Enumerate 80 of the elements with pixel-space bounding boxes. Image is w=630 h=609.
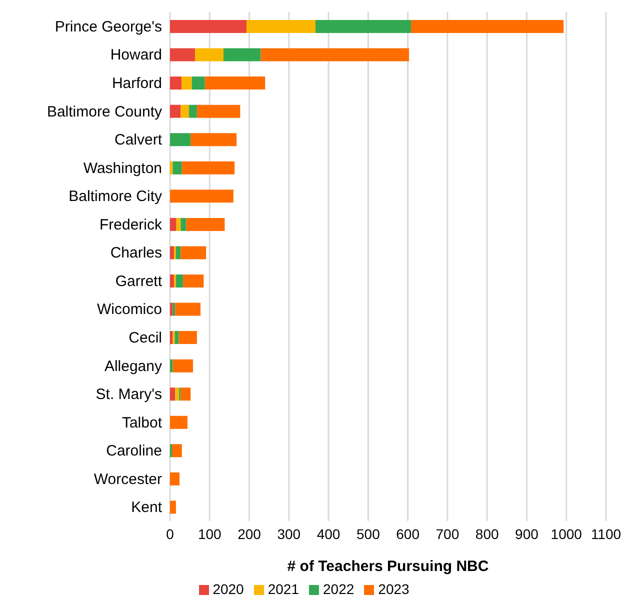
bar bbox=[182, 161, 235, 174]
y-tick-label: Baltimore City bbox=[68, 188, 162, 206]
bar bbox=[204, 76, 266, 90]
x-tick-label: 100 bbox=[198, 526, 222, 542]
x-tick-label: 0 bbox=[166, 526, 174, 542]
x-tick-label: 500 bbox=[356, 526, 380, 542]
bar bbox=[170, 359, 173, 372]
legend-label: 2021 bbox=[268, 581, 299, 597]
bar bbox=[224, 48, 261, 62]
bar bbox=[170, 274, 174, 288]
bar bbox=[186, 218, 225, 231]
bar bbox=[170, 190, 234, 203]
bar bbox=[172, 359, 193, 372]
x-tick-label: 400 bbox=[316, 526, 340, 542]
bar bbox=[196, 104, 240, 118]
bar bbox=[170, 416, 188, 429]
y-tick-label: Wicomico bbox=[96, 301, 162, 318]
bar bbox=[181, 76, 192, 90]
y-tick-label: Cecil bbox=[128, 330, 162, 347]
legend-label: 2023 bbox=[378, 581, 410, 597]
bar bbox=[170, 472, 180, 486]
bar bbox=[190, 133, 237, 146]
y-tick-label: Talbot bbox=[122, 414, 163, 432]
y-tick-label: Harford bbox=[112, 75, 162, 92]
bar bbox=[172, 444, 182, 458]
y-tick-label: Frederick bbox=[99, 216, 162, 234]
bar bbox=[189, 104, 197, 118]
bar bbox=[170, 500, 176, 514]
bar bbox=[180, 246, 206, 260]
y-tick-label: Worcester bbox=[94, 470, 162, 488]
bar bbox=[170, 331, 173, 344]
x-tick-label: 600 bbox=[396, 526, 420, 542]
bar bbox=[170, 218, 176, 231]
bar bbox=[194, 48, 224, 62]
bar bbox=[170, 302, 173, 316]
bar bbox=[170, 104, 181, 118]
y-tick-label: Washington bbox=[83, 160, 162, 177]
bar bbox=[170, 246, 174, 260]
bar bbox=[170, 161, 173, 174]
legend-label: 2020 bbox=[212, 581, 244, 597]
bar bbox=[172, 161, 182, 174]
x-tick-label: 1100 bbox=[590, 526, 622, 542]
bar bbox=[170, 133, 191, 146]
bar bbox=[170, 76, 182, 90]
bar bbox=[176, 274, 184, 288]
x-tick-label: 700 bbox=[436, 526, 460, 542]
y-tick-label: Kent bbox=[131, 499, 163, 516]
y-tick-label: Prince George's bbox=[54, 18, 162, 36]
bar bbox=[170, 48, 195, 62]
bar bbox=[175, 388, 180, 401]
bar bbox=[170, 388, 176, 401]
y-tick-label: Charles bbox=[110, 244, 162, 262]
y-tick-label: Allegany bbox=[104, 358, 162, 375]
bar bbox=[178, 331, 197, 344]
bar bbox=[192, 76, 205, 90]
y-tick-label: Calvert bbox=[114, 132, 163, 149]
y-tick-label: Garrett bbox=[115, 272, 163, 290]
bar bbox=[176, 218, 181, 231]
bar bbox=[170, 20, 246, 33]
bar bbox=[176, 246, 181, 260]
x-tick-label: 900 bbox=[515, 526, 539, 542]
y-tick-label: St. Mary's bbox=[96, 386, 162, 404]
bar bbox=[410, 20, 564, 33]
bar bbox=[175, 302, 201, 316]
x-axis-title: # of Teachers Pursuing NBC bbox=[287, 558, 489, 575]
bar bbox=[180, 218, 186, 231]
bar bbox=[315, 20, 411, 33]
legend-label: 2022 bbox=[323, 581, 354, 597]
y-tick-label: Howard bbox=[110, 46, 162, 64]
y-tick-label: Caroline bbox=[106, 442, 162, 460]
bar bbox=[260, 48, 410, 62]
y-tick-label: Baltimore County bbox=[46, 103, 162, 120]
x-tick-label: 1000 bbox=[550, 526, 582, 542]
x-tick-label: 200 bbox=[238, 526, 262, 542]
x-tick-label: 300 bbox=[277, 526, 301, 542]
bar bbox=[183, 274, 204, 288]
bar bbox=[180, 104, 190, 118]
x-tick-label: 800 bbox=[475, 526, 499, 542]
bar bbox=[246, 20, 316, 33]
bar bbox=[180, 388, 191, 401]
